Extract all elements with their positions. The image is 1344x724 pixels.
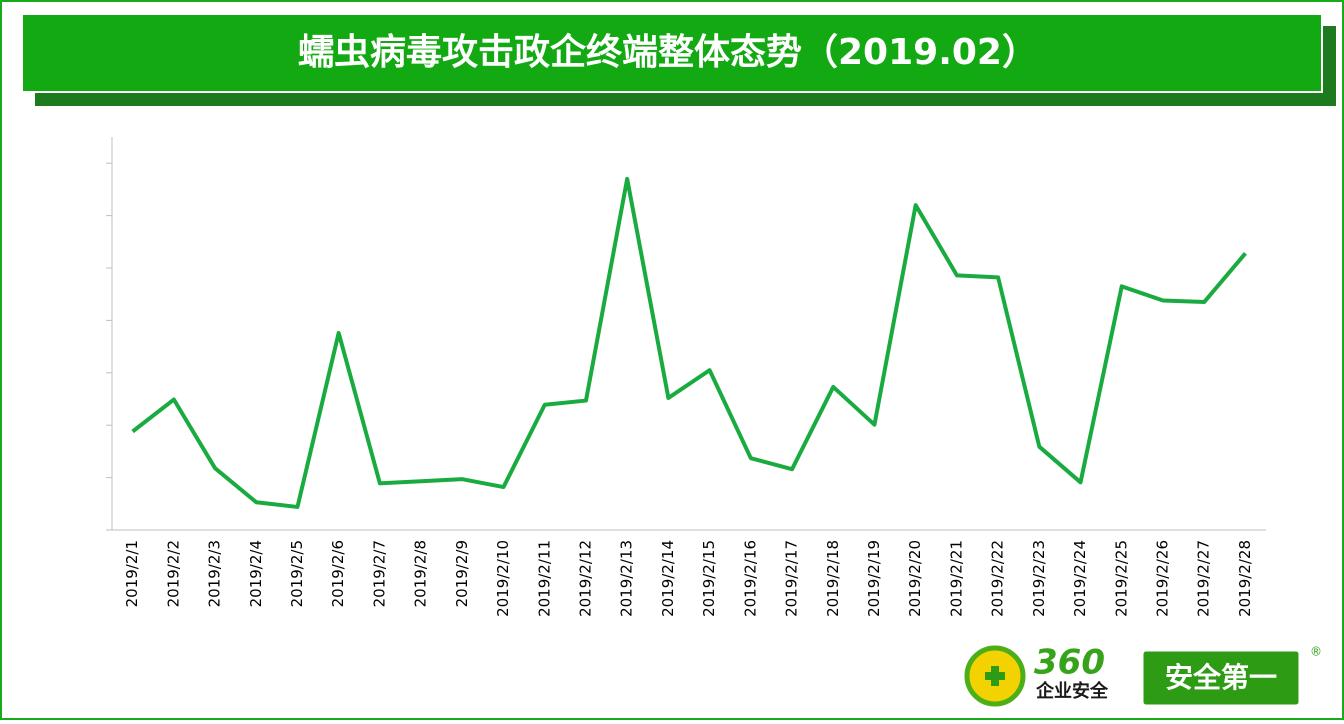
x-tick-label: 2019/2/22 xyxy=(989,540,1007,617)
x-tick-label: 2019/2/3 xyxy=(206,540,224,607)
title-banner xyxy=(21,13,1323,93)
x-tick-label: 2019/2/27 xyxy=(1195,540,1213,617)
x-tick-label: 2019/2/2 xyxy=(164,540,182,607)
logo-slogan-box xyxy=(1140,648,1302,708)
x-tick-label: 2019/2/1 xyxy=(123,540,141,607)
logo-mark: ® xyxy=(1310,645,1322,659)
x-tick-label: 2019/2/7 xyxy=(370,540,388,607)
x-tick-label: 2019/2/4 xyxy=(247,540,265,607)
x-tick-label: 2019/2/25 xyxy=(1112,540,1130,617)
x-tick-label: 2019/2/17 xyxy=(783,540,801,617)
x-tick-label: 2019/2/15 xyxy=(700,540,718,617)
x-tick-label: 2019/2/21 xyxy=(947,540,965,617)
x-tick-label: 2019/2/18 xyxy=(824,540,842,617)
x-tick-label: 2019/2/10 xyxy=(494,540,512,617)
x-tick-label: 2019/2/24 xyxy=(1071,540,1089,617)
x-tick-label: 2019/2/12 xyxy=(576,540,594,617)
chart-title: 蠕虫病毒攻击政企终端整体态势（2019.02） xyxy=(298,31,1038,73)
logo-cross xyxy=(985,666,1005,686)
logo-slogan: 安全第一 xyxy=(1165,661,1277,694)
logo: 360 企业安全 安全第一 ® xyxy=(964,643,1322,708)
logo-subtitle: 企业安全 xyxy=(1035,680,1109,702)
x-tick-label: 2019/2/20 xyxy=(906,540,924,617)
x-tick-label: 2019/2/6 xyxy=(329,540,347,607)
x-tick-label: 2019/2/13 xyxy=(618,540,636,617)
x-tick-label: 2019/2/16 xyxy=(741,540,759,617)
x-tick-label: 2019/2/26 xyxy=(1153,540,1171,617)
x-tick-label: 2019/2/28 xyxy=(1236,540,1254,617)
line xyxy=(131,176,1247,509)
x-tick-label: 2019/2/5 xyxy=(288,540,306,607)
logo-number: 360 xyxy=(1034,643,1105,683)
x-tick-label: 2019/2/11 xyxy=(535,540,553,617)
x-tick-label: 2019/2/14 xyxy=(659,540,677,617)
x-tick-label: 2019/2/8 xyxy=(412,540,430,607)
x-tick-label: 2019/2/19 xyxy=(865,540,883,617)
x-tick-label: 2019/2/9 xyxy=(453,540,471,607)
x-tick-label: 2019/2/23 xyxy=(1030,540,1048,617)
